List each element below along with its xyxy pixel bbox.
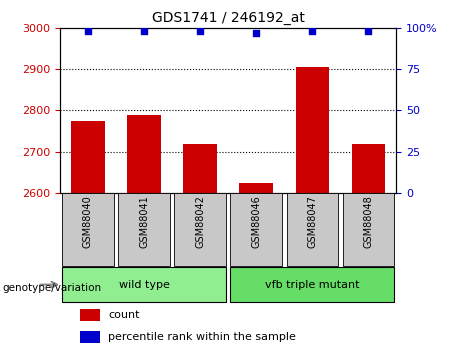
- Text: count: count: [108, 310, 140, 320]
- Bar: [80, 309, 100, 321]
- Bar: [183, 144, 217, 193]
- Title: GDS1741 / 246192_at: GDS1741 / 246192_at: [152, 11, 305, 25]
- Text: genotype/variation: genotype/variation: [2, 283, 101, 293]
- Text: wild type: wild type: [118, 280, 170, 289]
- Point: [196, 28, 204, 34]
- Point: [84, 28, 92, 34]
- Bar: [239, 183, 273, 193]
- Point: [140, 28, 148, 34]
- FancyBboxPatch shape: [287, 193, 338, 266]
- Text: GSM88041: GSM88041: [139, 195, 149, 248]
- FancyBboxPatch shape: [118, 193, 170, 266]
- FancyBboxPatch shape: [62, 267, 226, 302]
- FancyBboxPatch shape: [230, 267, 394, 302]
- Text: GSM88042: GSM88042: [195, 195, 205, 248]
- Text: GSM88040: GSM88040: [83, 195, 93, 248]
- FancyBboxPatch shape: [174, 193, 226, 266]
- Text: percentile rank within the sample: percentile rank within the sample: [108, 332, 296, 342]
- Bar: [71, 121, 105, 193]
- FancyBboxPatch shape: [230, 193, 282, 266]
- Point: [309, 28, 316, 34]
- FancyBboxPatch shape: [343, 193, 394, 266]
- FancyBboxPatch shape: [62, 193, 114, 266]
- Bar: [80, 331, 100, 343]
- Text: vfb triple mutant: vfb triple mutant: [265, 280, 360, 289]
- Bar: [352, 144, 385, 193]
- Point: [253, 30, 260, 35]
- Bar: [296, 67, 329, 193]
- Bar: [127, 115, 161, 193]
- Text: GSM88048: GSM88048: [363, 195, 373, 248]
- Text: GSM88046: GSM88046: [251, 195, 261, 248]
- Point: [365, 28, 372, 34]
- Text: GSM88047: GSM88047: [307, 195, 317, 248]
